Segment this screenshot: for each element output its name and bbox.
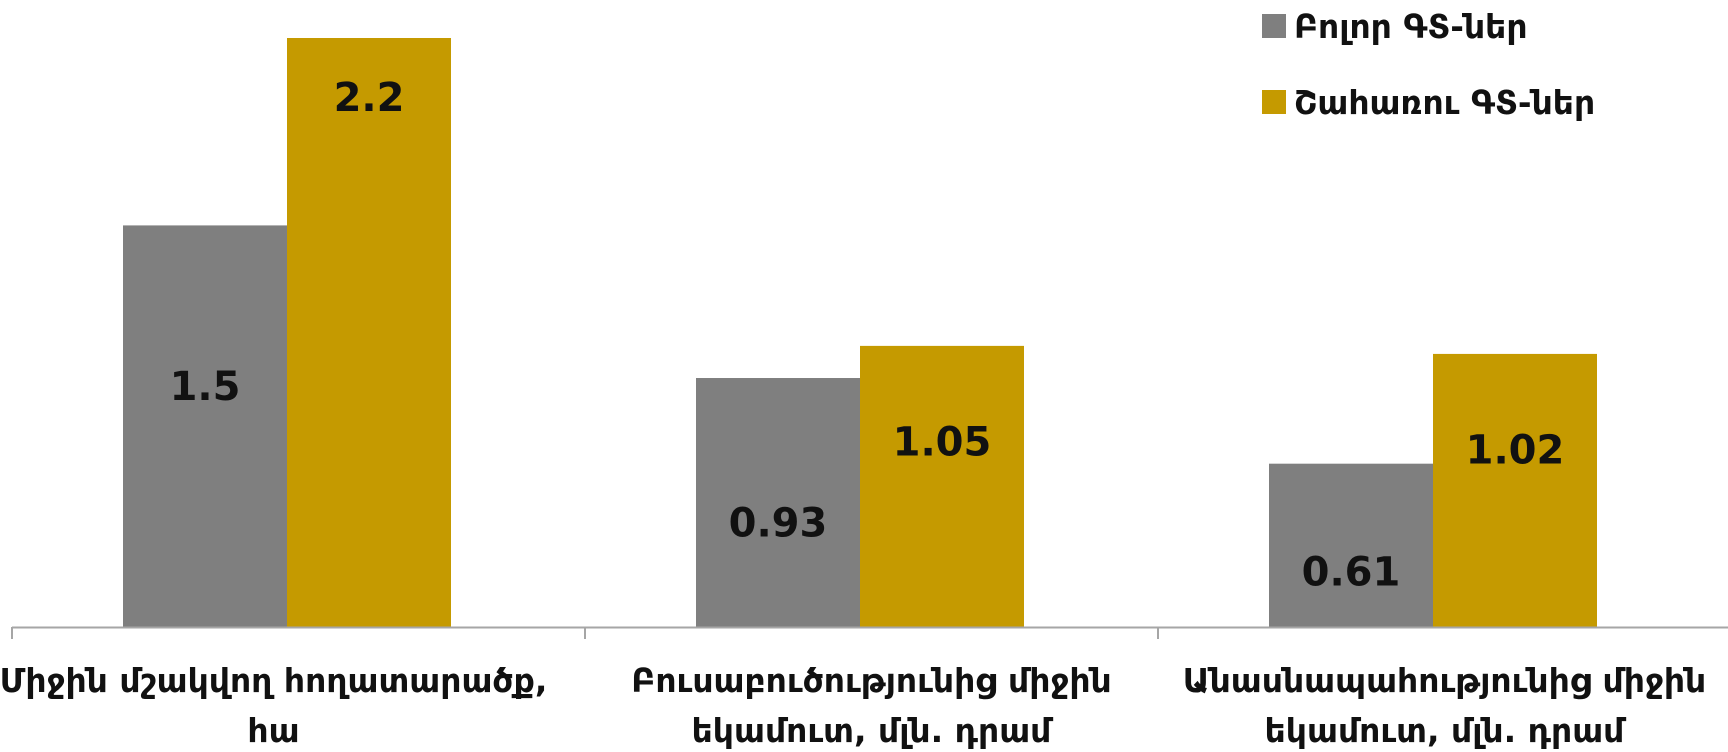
bar-series0-cat1: [696, 378, 860, 627]
category-label-1-line1: եկամուտ, մլն. դրամ: [692, 711, 1055, 750]
legend-swatch-1: [1262, 90, 1286, 114]
data-label-series0-cat1: 0.93: [729, 500, 828, 546]
data-label-series1-cat1: 1.05: [893, 419, 992, 465]
bar-series1-cat0: [287, 38, 451, 627]
x-axis: [11, 626, 1728, 639]
bars-layer: 1.5 0.93 0.61 2.2 1.05 1.02: [123, 38, 1597, 627]
bar-series0-cat0: [123, 225, 287, 627]
bar-series0-cat2: [1269, 463, 1433, 627]
data-label-series1-cat0: 2.2: [334, 75, 405, 121]
data-label-series0-cat0: 1.5: [170, 364, 241, 410]
bar-series1-cat2: [1433, 353, 1597, 627]
legend-label-1: Շահառու ԳՏ-ներ: [1294, 83, 1595, 122]
legend: Բոլոր ԳՏ-ներ Շահառու ԳՏ-ներ: [1262, 7, 1595, 122]
data-label-series0-cat2: 0.61: [1302, 549, 1401, 595]
category-label-2-line1: եկամուտ, մլն. դրամ: [1265, 711, 1628, 750]
data-label-series1-cat2: 1.02: [1466, 427, 1565, 473]
category-label-1-line0: Բուսաբուծությունից միջին: [631, 661, 1111, 700]
category-label-2-line0: Անասնապահությունից միջին: [1183, 661, 1707, 700]
bar-series1-cat1: [860, 345, 1024, 627]
category-labels: Միջին մշակվող հողատարածք, հա Բուսաբուծությ…: [0, 661, 1706, 750]
category-label-0-line0: Միջին մշակվող հողատարածք,: [0, 661, 547, 700]
legend-label-0: Բոլոր ԳՏ-ներ: [1294, 7, 1528, 46]
category-label-0-line1: հա: [247, 711, 299, 750]
legend-swatch-0: [1262, 14, 1286, 38]
